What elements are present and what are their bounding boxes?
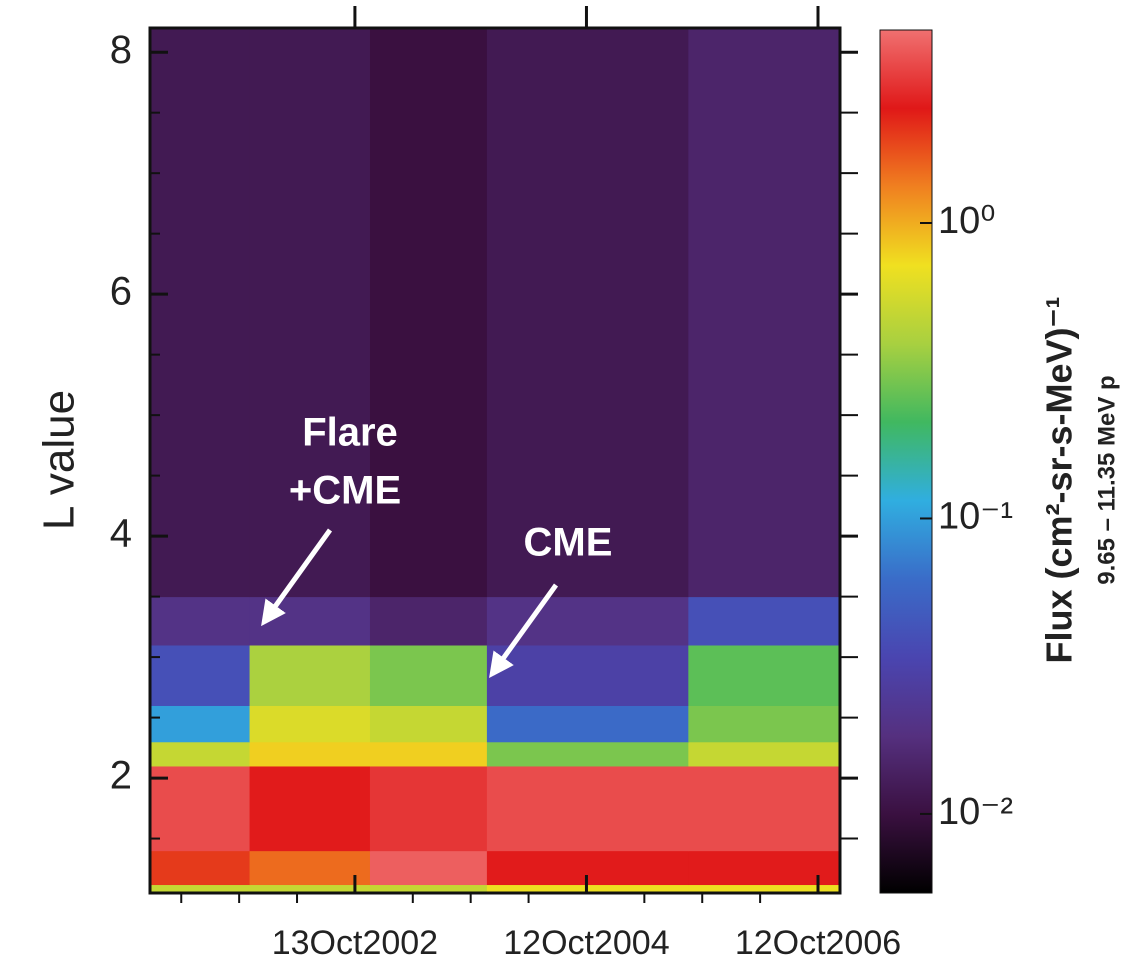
plot-frame: [148, 26, 842, 895]
x-tick-label: 13Oct2002: [272, 924, 438, 962]
colorbar-tick-label: 10⁻²: [938, 791, 1013, 833]
y-tick-label: 8: [110, 28, 132, 72]
heatmap-cell: [249, 884, 371, 894]
heatmap-cell: [249, 850, 371, 886]
colorbar-tick-label: 10⁰: [938, 200, 996, 242]
annotation: +CME: [289, 469, 401, 513]
colorbar-label: Flux (cm²-sr-s-MeV)⁻¹: [1039, 296, 1080, 663]
heatmap: [150, 28, 841, 894]
heatmap-cell: [369, 765, 488, 852]
heatmap-cell: [249, 741, 371, 767]
y-tick-label: 4: [110, 512, 132, 556]
heatmap-cell: [150, 884, 251, 894]
x-tick-label: 12Oct2004: [503, 924, 669, 962]
heatmap-cell: [688, 596, 841, 646]
heatmap-cell: [249, 28, 371, 598]
heatmap-cell: [688, 741, 841, 767]
x-tick-label: 12Oct2006: [735, 924, 901, 962]
heatmap-cell: [150, 765, 251, 852]
heatmap-cell: [688, 28, 841, 598]
heatmap-cell: [150, 741, 251, 767]
heatmap-cell: [369, 884, 488, 894]
heatmap-cell: [150, 850, 251, 886]
y-axis-label: L value: [35, 390, 84, 530]
heatmap-cell: [688, 765, 841, 852]
heatmap-cell: [369, 850, 488, 886]
heatmap-cell: [486, 705, 689, 743]
annotation: CME: [524, 521, 613, 565]
colorbar-tick-label: 10⁻¹: [938, 495, 1013, 537]
heatmap-cell: [486, 741, 689, 767]
annotation-arrow: [261, 528, 333, 627]
y-tick-label: 6: [110, 270, 132, 314]
heatmap-cell: [486, 644, 689, 706]
heatmap-cell: [249, 765, 371, 852]
heatmap-cell: [369, 741, 488, 767]
heatmap-cell: [486, 28, 689, 598]
heatmap-cell: [369, 644, 488, 706]
heatmap-cell: [688, 644, 841, 706]
heatmap-cell: [486, 765, 689, 852]
y-tick-label: 2: [110, 754, 132, 798]
heatmap-cell: [150, 705, 251, 743]
heatmap-cell: [369, 28, 488, 598]
heatmap-cell: [249, 644, 371, 706]
heatmap-cell: [688, 705, 841, 743]
heatmap-cell: [150, 28, 251, 598]
heatmap-cell: [150, 596, 251, 646]
annotation-arrow: [489, 583, 559, 679]
colorbar-sublabel: 9.65 – 11.35 MeV p: [1093, 375, 1120, 584]
heatmap-cell: [369, 596, 488, 646]
heatmap-cell: [688, 884, 841, 894]
heatmap-cell: [688, 850, 841, 886]
heatmap-cell: [369, 705, 488, 743]
heatmap-cell: [150, 644, 251, 706]
annotation: Flare: [302, 411, 398, 455]
heatmap-cell: [249, 705, 371, 743]
colorbar: [879, 29, 933, 894]
